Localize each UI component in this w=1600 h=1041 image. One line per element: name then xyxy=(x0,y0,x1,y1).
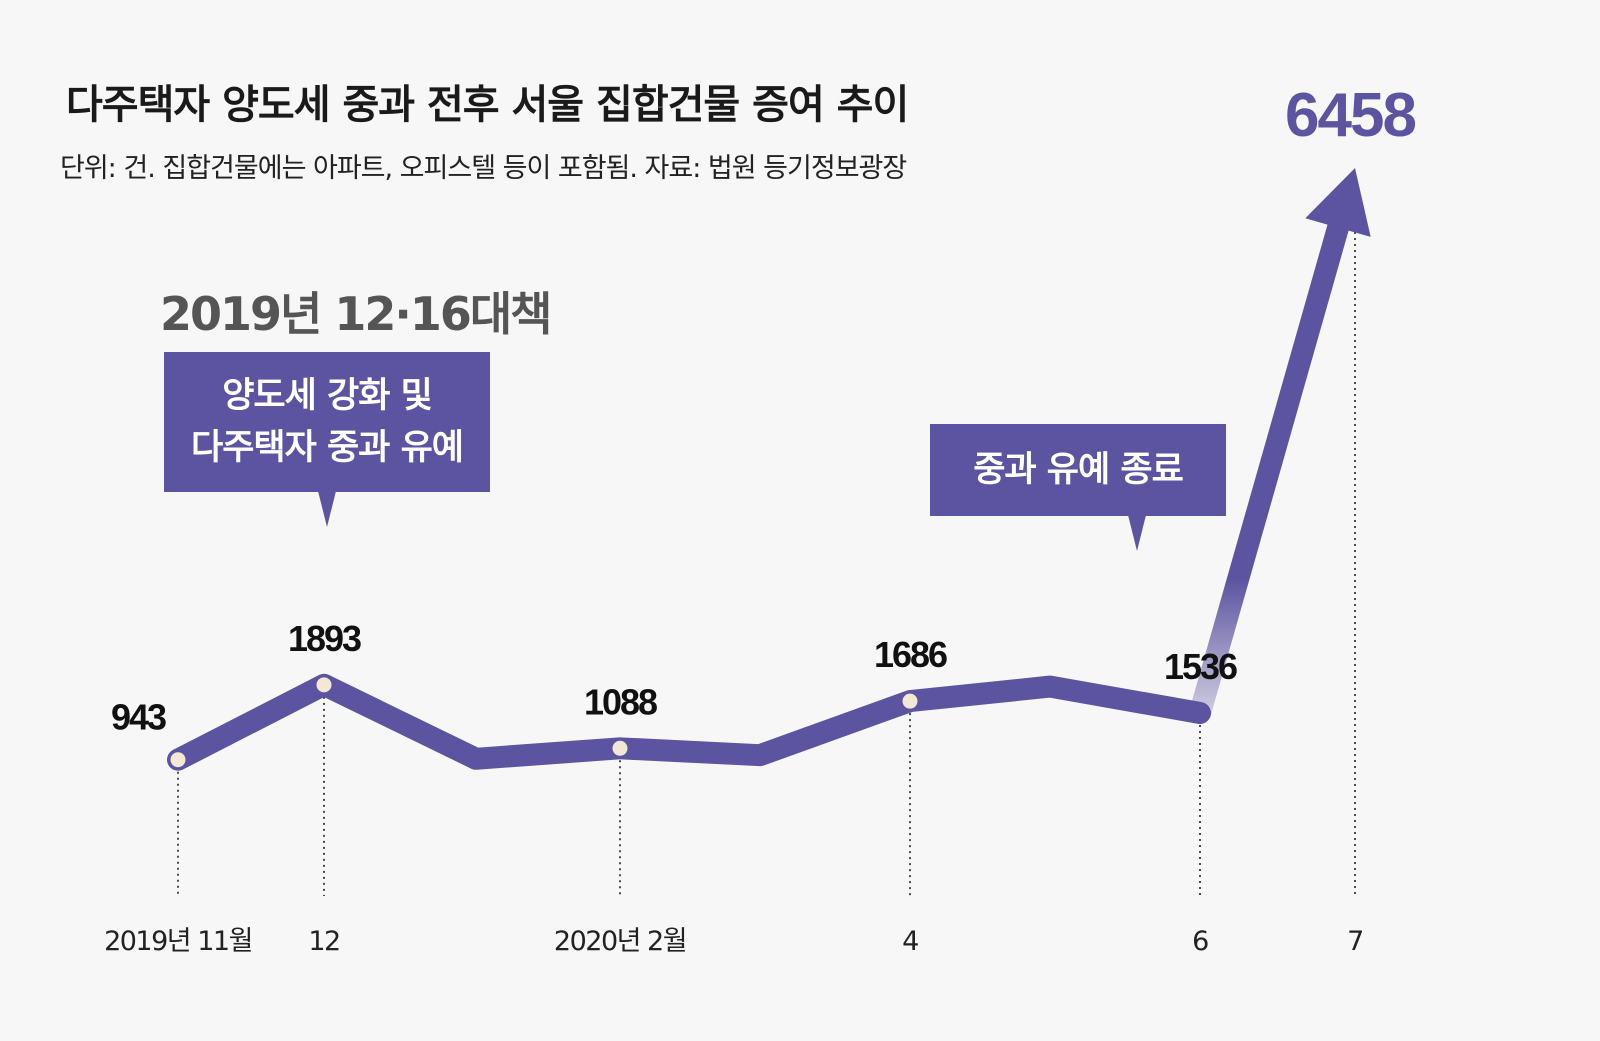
value-label-3: 1088 xyxy=(584,681,657,722)
tick-label-0: 2019년 11월 xyxy=(104,926,252,957)
tick-label-3: 2020년 2월 xyxy=(554,926,686,957)
point-marker-1 xyxy=(313,674,335,696)
value-label-peak: 6458 xyxy=(1285,81,1415,150)
value-label-0: 943 xyxy=(111,697,166,738)
chart-subtitle: 단위: 건. 집합건물에는 아파트, 오피스텔 등이 포함됨. 자료: 법원 등… xyxy=(60,153,907,184)
point-marker-3 xyxy=(609,737,631,759)
value-label-1: 1893 xyxy=(288,618,361,659)
tick-label-1: 12 xyxy=(308,926,339,957)
chart-title: 다주택자 양도세 중과 전후 서울 집합건물 증여 추이 xyxy=(66,82,909,128)
callout-policy-line2: 다주택자 중과 유예 xyxy=(191,428,464,468)
value-label-7: 1536 xyxy=(1164,646,1237,687)
tick-label-7: 6 xyxy=(1192,926,1208,957)
tick-label-5: 4 xyxy=(902,926,918,957)
series-line xyxy=(167,673,1211,771)
callout-policy-pointer xyxy=(318,491,336,527)
callout-end: 중과 유예 종료 xyxy=(930,424,1226,516)
callout-policy: 양도세 강화 및 다주택자 중과 유예 xyxy=(164,352,490,492)
rise-arrow xyxy=(1189,168,1371,716)
value-label-5: 1686 xyxy=(874,634,947,675)
callout-policy-line1: 양도세 강화 및 xyxy=(222,376,433,416)
policy-title: 2019년 12·16대책 xyxy=(160,287,553,341)
tick-label-8: 7 xyxy=(1347,926,1363,957)
point-marker-0 xyxy=(167,749,189,771)
callout-end-pointer xyxy=(1128,515,1146,551)
point-marker-5 xyxy=(899,690,921,712)
